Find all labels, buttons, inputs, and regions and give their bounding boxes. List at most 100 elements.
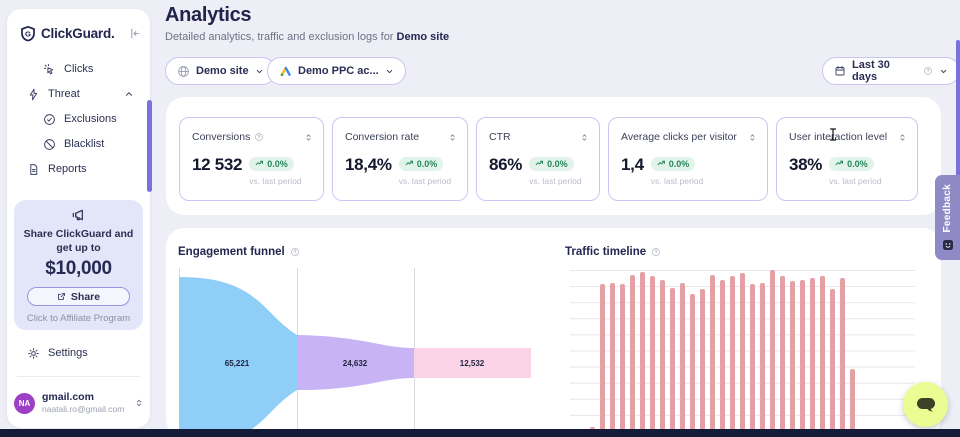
- funnel-chart-title: Engagement funnel: [178, 246, 300, 258]
- sort-updown-icon[interactable]: [448, 132, 457, 143]
- trend-up-icon: [405, 159, 414, 168]
- clickguard-shield-logo-icon: G: [20, 25, 36, 42]
- ppc-account-selector-dropdown[interactable]: Demo PPC ac...: [267, 57, 406, 85]
- traffic-bar: [620, 284, 625, 429]
- traffic-bar: [650, 276, 655, 429]
- funnel-stage-converted: [414, 348, 531, 378]
- kpi-label: User interaction level: [789, 131, 888, 143]
- chevron-down-icon: [385, 67, 394, 76]
- ppc-account-selector-label: Demo PPC ac...: [298, 65, 379, 77]
- traffic-bar: [730, 276, 735, 429]
- traffic-bar: [780, 276, 785, 429]
- sidebar-item-exclusions[interactable]: Exclusions: [7, 109, 150, 129]
- sidebar-item-label: Threat: [48, 88, 80, 100]
- share-button[interactable]: Share: [27, 287, 130, 307]
- kpi-value: 86%: [489, 155, 523, 174]
- kpi-compare-label: vs. last period: [650, 176, 704, 186]
- traffic-bar: [750, 284, 755, 429]
- traffic-bar: [690, 293, 695, 429]
- sidebar-divider: [17, 376, 140, 377]
- chat-widget-button[interactable]: [903, 382, 948, 427]
- traffic-bar: [770, 270, 775, 429]
- traffic-bar: [710, 274, 715, 429]
- funnel-chart-title-text: Engagement funnel: [178, 246, 285, 258]
- help-icon[interactable]: [254, 132, 264, 142]
- share-button-label: Share: [70, 290, 101, 303]
- promo-text-line2: get up to: [56, 241, 101, 254]
- funnel-stage-visitors: [179, 277, 297, 437]
- help-icon: [923, 66, 933, 76]
- feedback-tab[interactable]: Feedback: [935, 175, 960, 260]
- kpi-change-value: 0.0%: [416, 158, 438, 169]
- traffic-bar: [660, 279, 665, 429]
- trend-up-icon: [657, 159, 666, 168]
- page-subtitle: Detailed analytics, traffic and exclusio…: [165, 31, 449, 43]
- affiliate-promo-card[interactable]: Share ClickGuard and get up to $10,000 S…: [14, 200, 143, 330]
- kpi-compare-label: vs. last period: [398, 176, 452, 186]
- logo-monogram: G: [25, 29, 31, 38]
- kpi-compare-label: vs. last period: [529, 176, 582, 186]
- sort-updown-icon[interactable]: [748, 132, 757, 143]
- collapse-sidebar-icon[interactable]: [128, 27, 141, 40]
- traffic-bar: [790, 281, 795, 429]
- sidebar-item-reports[interactable]: Reports: [7, 159, 150, 179]
- traffic-bar: [700, 289, 705, 429]
- lightning-icon: [27, 88, 40, 101]
- trend-up-icon: [835, 159, 844, 168]
- kpi-label: Conversion rate: [345, 131, 420, 143]
- traffic-bar: [740, 273, 745, 429]
- chevron-up-icon: [124, 89, 134, 99]
- chat-bubble-icon: [914, 394, 938, 416]
- promo-text-line1: Share ClickGuard and: [23, 228, 134, 240]
- traffic-bars: [570, 268, 915, 429]
- user-account-menu[interactable]: NA gmail.com naatali.ro@gmail.com: [14, 392, 144, 414]
- page-title: Analytics: [165, 4, 252, 26]
- sidebar-item-threat[interactable]: Threat: [7, 84, 150, 104]
- main-scrollbar[interactable]: [956, 40, 960, 215]
- date-range-selector[interactable]: Last 30 days: [822, 57, 960, 85]
- funnel-stage-label: 65,221: [225, 359, 250, 368]
- help-icon[interactable]: [651, 247, 661, 257]
- sidebar-item-label: Settings: [48, 347, 88, 359]
- logo[interactable]: G ClickGuard.: [20, 23, 141, 43]
- kpi-change-value: 0.0%: [668, 158, 690, 169]
- page-subtitle-target: Demo site: [396, 31, 450, 43]
- kpi-change-value: 0.0%: [267, 158, 288, 169]
- kpi-change-badge: 0.0%: [529, 156, 574, 171]
- kpi-change-badge: 0.0%: [249, 156, 294, 171]
- kpi-compare-label: vs. last period: [249, 176, 302, 186]
- sidebar-item-blacklist[interactable]: Blacklist: [7, 134, 150, 154]
- kpi-card-conversion-rate: Conversion rate 18,4% 0.0%: [332, 117, 468, 201]
- kpi-panel: Conversions 12 532: [166, 97, 941, 215]
- sort-updown-icon[interactable]: [304, 132, 313, 143]
- sort-updown-icon[interactable]: [580, 132, 589, 143]
- kpi-label: CTR: [489, 131, 511, 143]
- traffic-bar: [820, 276, 825, 429]
- traffic-bar: [630, 274, 635, 429]
- text-cursor-pointer: [829, 128, 837, 141]
- globe-icon: [177, 65, 190, 78]
- sidebar-item-label: Reports: [48, 163, 87, 175]
- kpi-value: 38%: [789, 155, 823, 174]
- sidebar-item-label: Blacklist: [64, 138, 105, 150]
- sidebar-item-clicks[interactable]: Clicks: [7, 59, 150, 79]
- main-content: Analytics Detailed analytics, traffic an…: [150, 0, 960, 437]
- bottom-window-edge: [0, 429, 960, 437]
- traffic-bar: [600, 284, 605, 429]
- traffic-bar: [800, 279, 805, 429]
- smiley-feedback-icon: [942, 239, 954, 251]
- affiliate-link-text[interactable]: Click to Affiliate Program: [26, 313, 131, 325]
- ban-icon: [43, 138, 56, 151]
- help-icon[interactable]: [290, 247, 300, 257]
- site-selector-dropdown[interactable]: Demo site: [165, 57, 276, 85]
- kpi-change-badge: 0.0%: [829, 156, 874, 171]
- date-range-label: Last 30 days: [852, 59, 890, 83]
- traffic-bar: [830, 289, 835, 429]
- sort-updown-icon[interactable]: [898, 132, 907, 143]
- traffic-bar: [610, 282, 615, 429]
- chevron-down-icon: [939, 67, 948, 76]
- kpi-value: 18,4%: [345, 155, 392, 174]
- traffic-timeline-chart: [570, 268, 915, 429]
- sidebar-item-settings[interactable]: Settings: [27, 345, 88, 361]
- sidebar-scrollbar[interactable]: [147, 100, 152, 192]
